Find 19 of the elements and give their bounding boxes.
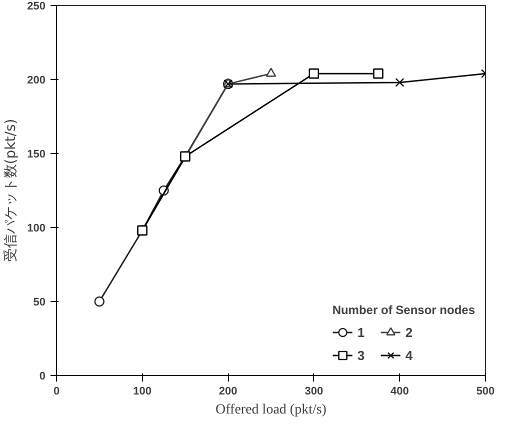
legend-label: 3 bbox=[357, 348, 366, 362]
y-tick-label: 250 bbox=[27, 0, 46, 12]
legend-label: 4 bbox=[405, 348, 414, 362]
y-tick-label: 150 bbox=[27, 148, 46, 160]
x-tick-label: 500 bbox=[476, 386, 495, 398]
x-tick-label: 300 bbox=[304, 386, 324, 398]
y-tick-label: 200 bbox=[27, 74, 46, 86]
legend-label: 1 bbox=[357, 324, 366, 340]
y-tick-label: 0 bbox=[39, 370, 46, 382]
legend-label: 2 bbox=[405, 324, 414, 340]
legend-title: Number of Sensor nodes bbox=[332, 303, 475, 317]
y-tick-label: 50 bbox=[33, 296, 46, 308]
y-axis-title: 受信パケット数(pkt/s) bbox=[3, 118, 20, 262]
x-tick-label: 100 bbox=[133, 386, 152, 398]
x-tick-label: 0 bbox=[53, 386, 60, 398]
x-axis-title: Offered load (pkt/s) bbox=[216, 402, 327, 418]
y-tick-label: 100 bbox=[27, 222, 46, 234]
x-tick-label: 200 bbox=[218, 386, 238, 398]
x-tick-label: 400 bbox=[390, 386, 409, 398]
